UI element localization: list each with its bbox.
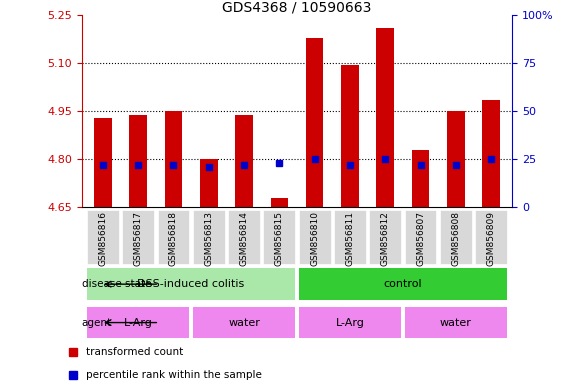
Bar <box>306 38 324 207</box>
Text: GSM856814: GSM856814 <box>239 211 248 266</box>
Text: GSM856810: GSM856810 <box>310 211 319 266</box>
Bar <box>405 210 436 264</box>
Title: GDS4368 / 10590663: GDS4368 / 10590663 <box>222 0 372 14</box>
Text: disease state: disease state <box>82 279 151 289</box>
Text: GSM856817: GSM856817 <box>133 211 142 266</box>
Text: GSM856813: GSM856813 <box>204 211 213 266</box>
Bar <box>475 210 507 264</box>
Text: L-Arg: L-Arg <box>124 318 153 328</box>
Bar <box>87 307 189 338</box>
Text: transformed count: transformed count <box>87 347 184 358</box>
Bar <box>200 159 217 207</box>
Bar <box>122 210 154 264</box>
Text: L-Arg: L-Arg <box>336 318 364 328</box>
Text: GSM856811: GSM856811 <box>346 211 355 266</box>
Bar <box>87 210 119 264</box>
Text: GSM856818: GSM856818 <box>169 211 178 266</box>
Bar <box>405 307 507 338</box>
Bar <box>129 114 147 207</box>
Bar <box>235 114 253 207</box>
Bar <box>440 210 472 264</box>
Bar <box>94 118 111 207</box>
Text: GSM856809: GSM856809 <box>486 211 495 266</box>
Bar <box>193 210 225 264</box>
Text: agent: agent <box>82 318 112 328</box>
Bar <box>299 210 330 264</box>
Bar <box>193 307 295 338</box>
Bar <box>334 210 366 264</box>
Text: water: water <box>228 318 260 328</box>
Bar <box>447 111 464 207</box>
Bar <box>270 198 288 207</box>
Bar <box>158 210 189 264</box>
Bar <box>263 210 295 264</box>
Bar <box>412 150 430 207</box>
Bar <box>482 100 500 207</box>
Bar <box>164 111 182 207</box>
Bar <box>299 268 507 300</box>
Text: GSM856812: GSM856812 <box>381 211 390 266</box>
Bar <box>369 210 401 264</box>
Text: DSS-induced colitis: DSS-induced colitis <box>137 279 245 289</box>
Bar <box>299 307 401 338</box>
Text: control: control <box>383 279 422 289</box>
Bar <box>228 210 260 264</box>
Bar <box>377 28 394 207</box>
Bar <box>341 65 359 207</box>
Bar <box>87 268 295 300</box>
Text: GSM856808: GSM856808 <box>452 211 461 266</box>
Text: GSM856815: GSM856815 <box>275 211 284 266</box>
Text: GSM856807: GSM856807 <box>416 211 425 266</box>
Text: water: water <box>440 318 472 328</box>
Text: percentile rank within the sample: percentile rank within the sample <box>87 370 262 380</box>
Text: GSM856816: GSM856816 <box>99 211 108 266</box>
